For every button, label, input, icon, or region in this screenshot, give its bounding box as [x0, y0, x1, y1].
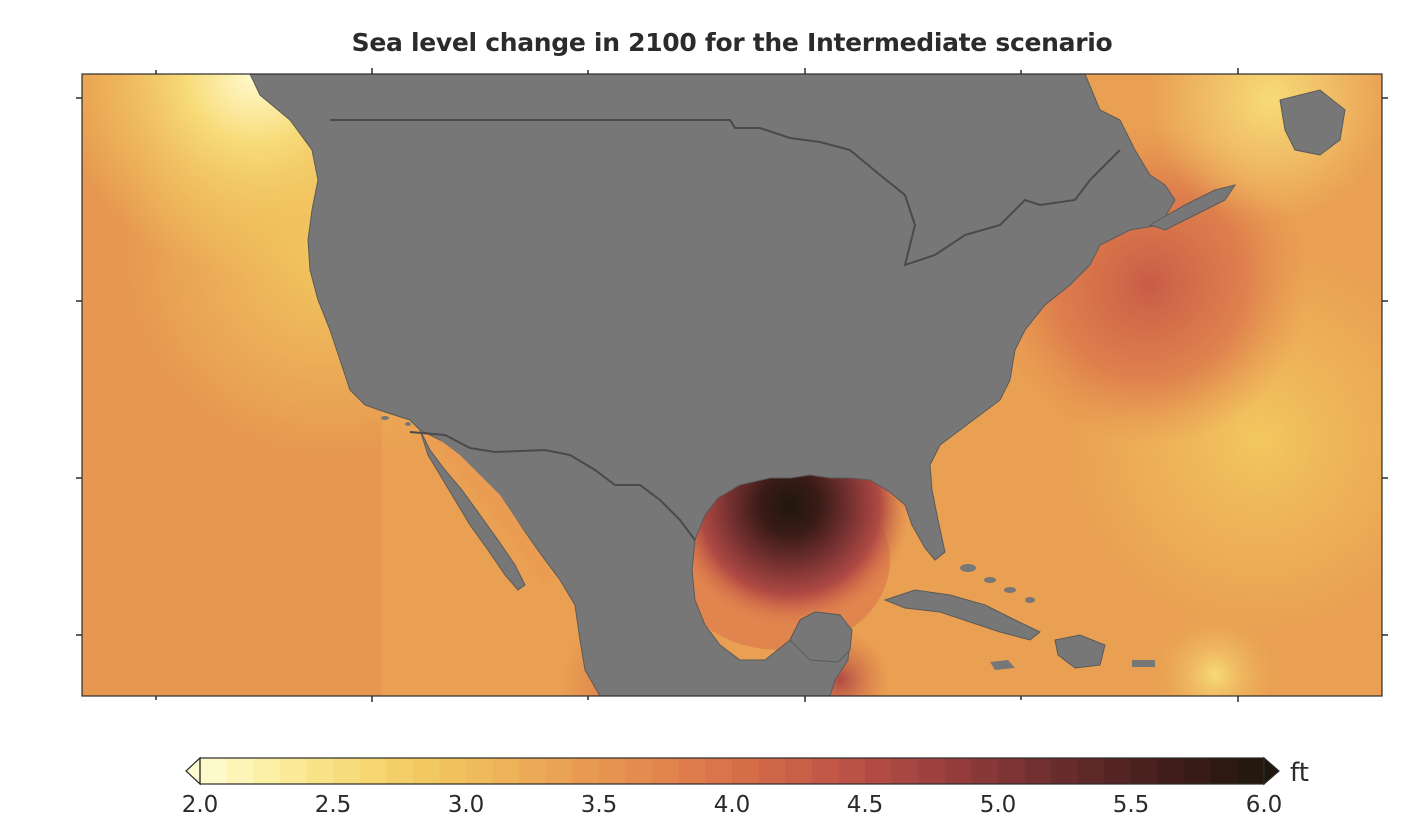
- colorbar-swatch: [226, 758, 254, 784]
- colorbar-swatch: [333, 758, 361, 784]
- colorbar-tick-label: 6.0: [1246, 792, 1283, 818]
- axis-ticks: [76, 68, 1388, 702]
- colorbar-tick-label: 2.5: [315, 792, 352, 818]
- ocean-field: [82, 74, 1382, 696]
- colorbar-swatch: [1184, 758, 1212, 784]
- colorbar-swatch: [1210, 758, 1238, 784]
- colorbar-tick-label: 5.5: [1113, 792, 1150, 818]
- colorbar-swatch: [758, 758, 786, 784]
- border-us-canada: [330, 119, 1121, 267]
- colorbar-swatch: [838, 758, 866, 784]
- colorbar-extend-min: [185, 756, 201, 786]
- colorbar-swatch: [1051, 758, 1079, 784]
- land-cuba: [883, 589, 1041, 641]
- map-title: Sea level change in 2100 for the Interme…: [351, 28, 1113, 57]
- colorbar-swatch: [652, 758, 680, 784]
- colorbar-swatch: [1024, 758, 1052, 784]
- colorbar-outline: [199, 757, 1265, 785]
- colorbar-extend-max: [1263, 756, 1280, 786]
- colorbar-swatch: [1077, 758, 1105, 784]
- colorbar-swatch: [492, 758, 520, 784]
- land-baja-california: [419, 429, 526, 591]
- land-bahamas: [960, 564, 1035, 603]
- colorbar-swatch: [279, 758, 307, 784]
- colorbar-tick-label: 4.0: [714, 792, 751, 818]
- colorbar-swatch: [891, 758, 919, 784]
- land-newfoundland: [1279, 89, 1346, 156]
- colorbar-swatch: [439, 758, 467, 784]
- land-yucatan: [789, 611, 853, 663]
- colorbar-swatch: [678, 758, 706, 784]
- colorbar-swatch: [545, 758, 573, 784]
- colorbar-swatch: [811, 758, 839, 784]
- colorbar-swatch: [386, 758, 414, 784]
- colorbar-swatch: [306, 758, 334, 784]
- colorbar-tick-label: 2.0: [182, 792, 219, 818]
- colorbar-swatch: [253, 758, 281, 784]
- colorbar-tick-label: 4.5: [847, 792, 884, 818]
- border-us-mexico: [409, 431, 696, 541]
- colorbar-swatch: [785, 758, 813, 784]
- colorbar-swatch: [705, 758, 733, 784]
- colorbar-swatch: [1157, 758, 1185, 784]
- colorbar-swatch: [1131, 758, 1159, 784]
- colorbar-swatch: [572, 758, 600, 784]
- colorbar-swatch: [1237, 758, 1265, 784]
- land-hispaniola: [1054, 634, 1106, 669]
- colorbar-tick-label: 3.5: [581, 792, 618, 818]
- colorbar-swatch: [944, 758, 972, 784]
- colorbar-swatch: [971, 758, 999, 784]
- colorbar-swatch: [865, 758, 893, 784]
- colorbar-tick-label: 3.0: [448, 792, 485, 818]
- colorbar-swatch: [625, 758, 653, 784]
- colorbar-ticks: 2.0 2.5 3.0 3.5 4.0 4.5 5.0 5.5 6.0: [182, 792, 1283, 818]
- map-frame: [81, 73, 1383, 697]
- colorbar-swatches: [200, 758, 1265, 784]
- colorbar-swatch: [918, 758, 946, 784]
- sea-level-map: [76, 68, 1388, 702]
- colorbar-swatch: [359, 758, 387, 784]
- land-nova-scotia: [1148, 184, 1237, 231]
- colorbar-tick-label: 5.0: [980, 792, 1017, 818]
- land-north-america: [249, 74, 1176, 696]
- colorbar-swatch: [732, 758, 760, 784]
- colorbar-swatch: [599, 758, 627, 784]
- land-puerto-rico: [1132, 660, 1155, 667]
- land-jamaica: [990, 660, 1015, 670]
- colorbar-swatch: [412, 758, 440, 784]
- colorbar-swatch: [519, 758, 547, 784]
- colorbar-swatch: [1104, 758, 1132, 784]
- colorbar-swatch: [998, 758, 1026, 784]
- colorbar-unit: ft: [1290, 758, 1309, 788]
- colorbar-swatch: [200, 758, 228, 784]
- colorbar-swatch: [466, 758, 494, 784]
